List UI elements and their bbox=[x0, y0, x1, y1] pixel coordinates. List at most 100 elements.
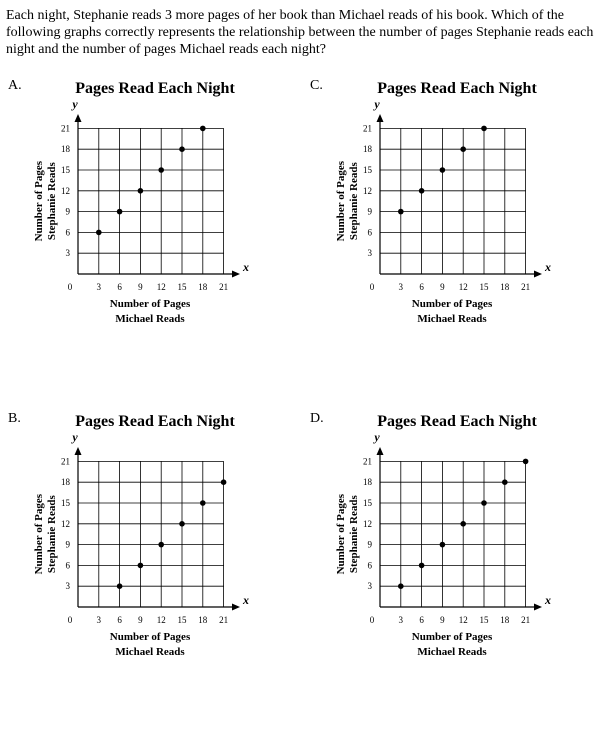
x-axis-title: Number of Pages bbox=[110, 298, 191, 310]
y-tick-label: 12 bbox=[363, 186, 372, 196]
x-axis-title: Michael Reads bbox=[115, 313, 185, 325]
y-tick-label: 9 bbox=[368, 207, 373, 217]
data-point bbox=[96, 229, 102, 236]
x-tick-label: 18 bbox=[198, 282, 208, 292]
data-point bbox=[158, 167, 164, 173]
y-tick-label: 12 bbox=[61, 186, 70, 196]
graph-option-d: D. Pages Read Each Night y x 3 6 9 12 15 18 21 3 6 9 1… bbox=[302, 403, 599, 733]
data-point bbox=[200, 125, 206, 132]
y-tick-label: 15 bbox=[363, 165, 373, 175]
y-tick-label: 21 bbox=[61, 123, 70, 133]
data-point bbox=[460, 521, 466, 527]
x-tick-label: 6 bbox=[117, 615, 122, 625]
y-tick-label: 12 bbox=[61, 519, 70, 529]
option-label: A. bbox=[8, 78, 22, 93]
x-tick-label: 18 bbox=[198, 615, 208, 625]
grid bbox=[78, 128, 225, 274]
data-point bbox=[116, 208, 123, 215]
y-axis-title: Number of Pages bbox=[33, 493, 45, 574]
grid bbox=[78, 461, 225, 607]
y-axis-arrow bbox=[376, 447, 384, 455]
x-tick-label: 21 bbox=[219, 615, 228, 625]
data-point bbox=[418, 188, 425, 194]
y-tick-label: 12 bbox=[363, 519, 372, 529]
y-variable-label: y bbox=[70, 97, 78, 111]
option-label: D. bbox=[310, 411, 324, 426]
y-tick-label: 6 bbox=[368, 560, 373, 570]
y-tick-label: 18 bbox=[61, 477, 71, 487]
data-point bbox=[522, 458, 529, 465]
y-tick-label: 15 bbox=[61, 498, 71, 508]
x-tick-label: 3 bbox=[399, 615, 404, 625]
x-tick-label: 12 bbox=[157, 615, 166, 625]
y-axis-title: Number of Pages bbox=[33, 160, 45, 241]
y-variable-label: y bbox=[372, 97, 380, 111]
y-axis-arrow bbox=[376, 114, 384, 122]
y-tick-label: 3 bbox=[368, 581, 373, 591]
y-variable-label: y bbox=[372, 430, 380, 444]
y-tick-label: 9 bbox=[66, 207, 71, 217]
y-axis-title: Number of Pages bbox=[335, 493, 347, 574]
y-tick-label: 18 bbox=[363, 477, 373, 487]
graph-option-c: C. Pages Read Each Night y x 3 6 9 12 15 18 21 3 6 9 1… bbox=[302, 70, 599, 400]
data-point bbox=[200, 500, 206, 506]
y-variable-label: y bbox=[70, 430, 78, 444]
question-text: Each night, Stephanie reads 3 more pages… bbox=[6, 8, 594, 57]
x-axis-arrow bbox=[534, 270, 542, 278]
grid bbox=[380, 128, 527, 274]
x-tick-label: 3 bbox=[97, 282, 102, 292]
x-tick-label: 15 bbox=[480, 615, 490, 625]
x-variable-label: x bbox=[544, 260, 551, 274]
x-tick-label: 18 bbox=[500, 615, 510, 625]
data-point bbox=[137, 562, 144, 569]
x-axis-title: Michael Reads bbox=[115, 646, 185, 658]
y-tick-label: 18 bbox=[363, 144, 373, 154]
y-tick-label: 21 bbox=[363, 456, 372, 466]
data-point bbox=[116, 583, 123, 589]
x-tick-label: 12 bbox=[459, 615, 468, 625]
x-tick-label: 9 bbox=[440, 615, 445, 625]
x-axis-title: Number of Pages bbox=[110, 631, 191, 643]
y-tick-label: 6 bbox=[368, 227, 373, 237]
y-axis-title: Stephanie Reads bbox=[46, 495, 58, 574]
chart-title: Pages Read Each Night bbox=[75, 413, 235, 430]
x-axis-title: Michael Reads bbox=[417, 313, 487, 325]
origin-label: 0 bbox=[370, 282, 375, 292]
y-tick-label: 21 bbox=[363, 123, 372, 133]
x-variable-label: x bbox=[242, 260, 249, 274]
data-point bbox=[502, 479, 508, 485]
data-point bbox=[220, 479, 227, 485]
option-label: C. bbox=[310, 78, 323, 93]
y-tick-label: 18 bbox=[61, 144, 71, 154]
x-axis-arrow bbox=[534, 603, 542, 611]
y-tick-label: 3 bbox=[66, 248, 71, 258]
y-tick-label: 15 bbox=[61, 165, 71, 175]
y-axis-title: Stephanie Reads bbox=[348, 162, 360, 241]
x-tick-label: 3 bbox=[399, 282, 404, 292]
x-tick-label: 6 bbox=[117, 282, 122, 292]
y-tick-label: 9 bbox=[66, 540, 71, 550]
y-tick-label: 6 bbox=[66, 227, 71, 237]
y-axis-arrow bbox=[74, 114, 82, 122]
y-tick-label: 9 bbox=[368, 540, 373, 550]
y-tick-label: 6 bbox=[66, 560, 71, 570]
x-tick-label: 15 bbox=[178, 615, 188, 625]
y-axis-title: Stephanie Reads bbox=[348, 495, 360, 574]
data-point bbox=[439, 167, 446, 173]
data-point bbox=[137, 188, 144, 194]
x-tick-label: 9 bbox=[138, 615, 143, 625]
x-tick-label: 12 bbox=[459, 282, 468, 292]
origin-label: 0 bbox=[68, 282, 73, 292]
y-axis-arrow bbox=[74, 447, 82, 455]
y-tick-label: 15 bbox=[363, 498, 373, 508]
y-axis-title: Number of Pages bbox=[335, 160, 347, 241]
data-point bbox=[418, 562, 425, 569]
x-axis-arrow bbox=[232, 270, 240, 278]
x-axis-title: Number of Pages bbox=[412, 631, 493, 643]
data-point bbox=[439, 541, 446, 548]
chart-title: Pages Read Each Night bbox=[377, 413, 537, 430]
x-variable-label: x bbox=[242, 593, 249, 607]
